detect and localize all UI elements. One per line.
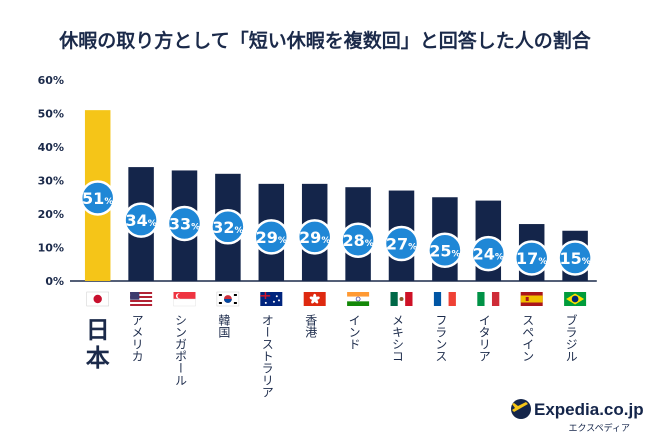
y-tick-label: 60% bbox=[38, 74, 64, 87]
value-label: 17% bbox=[513, 240, 550, 276]
category-label: 日本 bbox=[86, 316, 110, 372]
brazil-flag bbox=[564, 292, 587, 306]
korea-flag bbox=[216, 291, 240, 307]
category-label: オーストラリア bbox=[260, 314, 274, 398]
value-labels: 51%34% 33% 32% 29% 29% 28% 27% 25% 24% 17% 15% bbox=[79, 180, 593, 276]
india-flag bbox=[347, 292, 370, 306]
category-label: 韓国 bbox=[217, 314, 231, 338]
value-label: 27% bbox=[383, 225, 420, 262]
expedia-logo: Expedia.co.jp エクスペディア bbox=[511, 399, 644, 434]
value-label: 29% bbox=[253, 219, 290, 255]
category-labels: 日本 アメリカ シンガポール 韓国 オーストラリア 香港 インド メキシコ フランス イタリア スペ… bbox=[86, 313, 578, 398]
bars bbox=[84, 110, 588, 282]
value-label: 29% bbox=[296, 219, 333, 255]
spain-flag bbox=[520, 292, 543, 306]
value-label: 51% bbox=[79, 180, 116, 216]
value-label: 34% bbox=[123, 202, 159, 238]
value-label: 25% bbox=[427, 232, 463, 268]
france-flag bbox=[433, 292, 456, 306]
value-label: 15% bbox=[557, 240, 593, 276]
category-label: シンガポール bbox=[174, 314, 188, 386]
value-label: 32% bbox=[210, 209, 246, 245]
y-tick-label: 30% bbox=[38, 175, 64, 188]
y-tick-label: 10% bbox=[38, 242, 64, 255]
y-tick-label: 40% bbox=[38, 141, 64, 154]
usa-flag bbox=[130, 292, 153, 306]
value-label: 33% bbox=[166, 205, 203, 242]
category-label: アメリカ bbox=[130, 314, 144, 362]
category-label: イタリア bbox=[477, 314, 491, 362]
singapore-flag bbox=[173, 292, 196, 307]
value-label: 28% bbox=[340, 222, 376, 258]
y-axis: 0% 10% 20% 30% 40% 50% 60% bbox=[38, 74, 597, 288]
airplane-globe-icon bbox=[511, 399, 531, 419]
mexico-flag bbox=[390, 292, 413, 306]
y-tick-label: 20% bbox=[38, 208, 64, 221]
category-label: メキシコ bbox=[391, 314, 405, 362]
japan-flag bbox=[86, 291, 109, 307]
flags bbox=[86, 291, 587, 307]
italy-flag bbox=[477, 292, 500, 306]
category-label: ブラジル bbox=[564, 313, 578, 362]
chart-title: 休暇の取り方として「短い休暇を複数回」と回答した人の割合 bbox=[58, 29, 591, 52]
y-tick-label: 50% bbox=[38, 108, 64, 121]
logo-subtext: エクスペディア bbox=[569, 422, 630, 434]
australia-flag bbox=[260, 292, 283, 306]
category-label: 香港 bbox=[304, 314, 318, 338]
category-label: フランス bbox=[434, 314, 448, 362]
category-label: スペイン bbox=[521, 314, 535, 362]
y-tick-label: 0% bbox=[45, 275, 64, 288]
value-label: 24% bbox=[470, 235, 507, 272]
category-label: インド bbox=[347, 314, 361, 350]
hongkong-flag bbox=[303, 292, 326, 306]
logo-text: Expedia.co.jp bbox=[534, 400, 644, 419]
